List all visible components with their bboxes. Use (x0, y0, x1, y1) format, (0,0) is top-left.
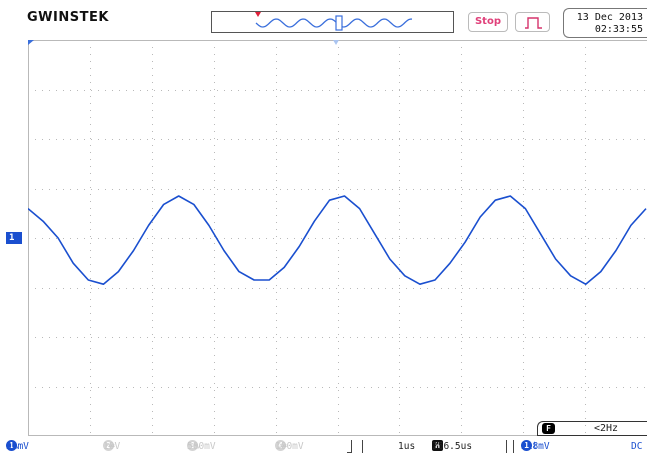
ch2-scale: 10V (103, 441, 121, 452)
ch2-number: 2 (103, 440, 114, 451)
ac-coupling-icon: ∿ (187, 441, 207, 452)
status-divider (513, 440, 514, 453)
h-badge: H (432, 440, 443, 451)
trigger-source: 1 (521, 440, 532, 451)
status-divider (506, 440, 507, 453)
channel-1-trace (28, 195, 647, 285)
channel-1-ground-label: 1 (9, 233, 15, 243)
trigger-mode-indicator[interactable] (515, 12, 550, 32)
time-text: 02:33:55 (594, 24, 643, 35)
frequency-counter: F <2Hz (537, 421, 647, 436)
date-time-display: 13 Dec 2013 02:33:55 (563, 8, 647, 38)
run-stop-label: Stop (474, 16, 501, 27)
status-divider (347, 440, 352, 453)
memory-position-bar[interactable] (211, 11, 454, 33)
memory-window-marker[interactable] (335, 15, 343, 31)
trigger-coupling: DC (631, 441, 643, 452)
status-bar: 1 ∿ 50mV 2 ═ 10V 3 ∿ 500mV 4 ═ 100mV 1us… (0, 440, 647, 454)
trigger-delay-marker (333, 40, 339, 45)
timebase-value: 1us (398, 441, 416, 452)
ch4-scale: 100mV (275, 441, 304, 452)
ch3-number: 3 (187, 440, 198, 451)
brand-text: GWINSTEK (27, 10, 109, 25)
trigger-level: 218mV (521, 441, 550, 452)
top-left-marker (28, 40, 34, 45)
channel-1-ground-marker[interactable] (6, 232, 24, 244)
trigger-position-marker (255, 12, 261, 17)
falling-edge-icon: ⌇ (521, 441, 543, 452)
dc-coupling-icon: ═ (103, 441, 126, 452)
memory-wave-icon (255, 12, 413, 31)
waveform-display[interactable] (28, 40, 647, 436)
ch1-scale: 50mV (6, 441, 29, 452)
date-text: 13 Dec 2013 (576, 12, 643, 23)
rising-edge-pulse-icon (525, 17, 542, 29)
ch1-number: 1 (6, 440, 17, 451)
run-stop-status[interactable]: Stop (468, 12, 508, 32)
status-divider (362, 440, 363, 453)
ac-wave-icon: ∿ (6, 441, 26, 452)
brand-logo: GWINSTEK (27, 10, 109, 25)
graticule (28, 40, 647, 436)
frequency-value: <2Hz (594, 423, 619, 434)
memory-wave-trace (255, 18, 413, 28)
h-position-value: 256.5us (432, 441, 473, 452)
frequency-badge: F (542, 423, 555, 434)
dc-coupling-icon: ═ (275, 441, 293, 452)
ch4-number: 4 (275, 440, 286, 451)
ch3-scale: 500mV (187, 441, 216, 452)
